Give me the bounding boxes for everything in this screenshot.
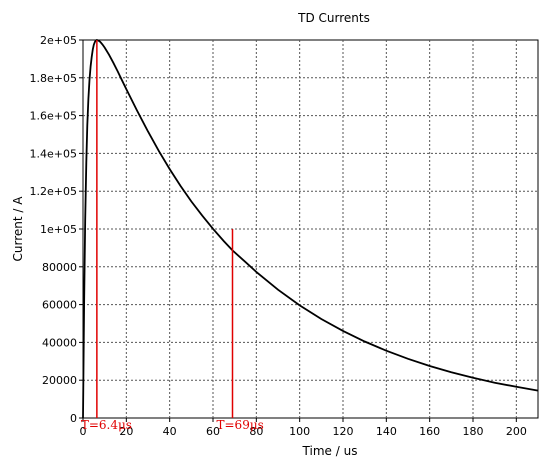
- x-tick-label: 60: [206, 425, 220, 438]
- x-tick-label: 20: [119, 425, 133, 438]
- annotation-label: T=6.4μs: [81, 418, 132, 432]
- x-tick-label: 180: [463, 425, 484, 438]
- y-tick-label: 20000: [42, 374, 77, 387]
- x-tick-label: 0: [80, 425, 87, 438]
- series-layer: [82, 39, 539, 419]
- annotation-label: T=69μs: [217, 418, 264, 432]
- y-tick-label: 1e+05: [40, 223, 77, 236]
- chart-title: TD Currents: [297, 11, 370, 25]
- y-tick-label: 1.8e+05: [30, 72, 77, 85]
- x-tick-label: 160: [419, 425, 440, 438]
- annotations: T=6.4μs T=69μs: [81, 40, 264, 432]
- y-tick-label: 40000: [42, 336, 77, 349]
- y-ticks: 0 20000 40000 60000 80000 1e+05 1.2e+05 1.4e+05…: [30, 34, 83, 425]
- y-tick-label: 1.2e+05: [30, 185, 77, 198]
- y-tick-label: 1.4e+05: [30, 147, 77, 160]
- x-tick-label: 120: [333, 425, 354, 438]
- x-tick-label: 140: [376, 425, 397, 438]
- y-tick-label: 2e+05: [40, 34, 77, 47]
- series-line: [82, 39, 539, 419]
- y-tick-label: 80000: [42, 261, 77, 274]
- x-axis-label: Time / us: [302, 444, 358, 458]
- y-axis-label: Current / A: [11, 196, 25, 262]
- x-ticks: 0 20 40 60 80 100 120 140 160 180 200: [80, 418, 527, 438]
- x-tick-label: 40: [163, 425, 177, 438]
- plot-area: [82, 39, 539, 419]
- y-tick-label: 1.6e+05: [30, 110, 77, 123]
- y-tick-label: 60000: [42, 299, 77, 312]
- x-tick-label: 200: [506, 425, 527, 438]
- x-tick-label: 80: [249, 425, 263, 438]
- x-tick-label: 100: [289, 425, 310, 438]
- y-tick-label: 0: [70, 412, 77, 425]
